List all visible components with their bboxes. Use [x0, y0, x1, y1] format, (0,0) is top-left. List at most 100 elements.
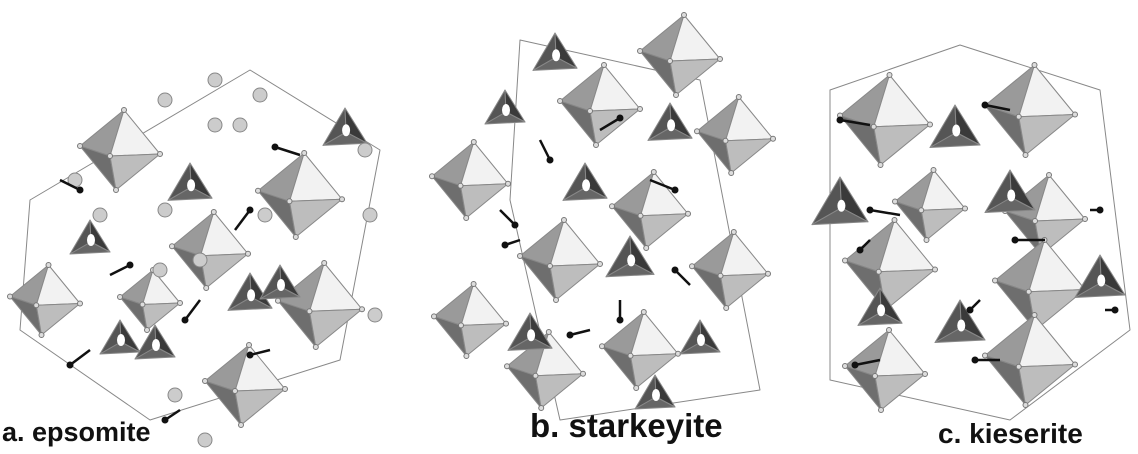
atom	[512, 222, 519, 229]
atom	[686, 211, 691, 216]
page: a. epsomite b. starkeyite c. kieserite (…	[0, 0, 1138, 454]
panel-label: c. kieserite	[938, 418, 1083, 449]
atom	[1026, 289, 1031, 294]
atom	[1083, 217, 1088, 222]
atom	[923, 372, 928, 377]
atom	[158, 93, 172, 107]
atom	[546, 330, 551, 335]
atom	[208, 73, 222, 87]
atom	[505, 364, 510, 369]
atom	[723, 138, 728, 143]
atom	[837, 200, 845, 212]
atom	[247, 343, 252, 348]
octahedron-face	[726, 139, 774, 173]
atom	[1047, 173, 1052, 178]
atom	[247, 289, 255, 301]
octahedron-face	[201, 254, 249, 288]
atom	[617, 115, 624, 122]
atom	[360, 307, 365, 312]
atom	[957, 320, 965, 332]
atom	[651, 170, 656, 175]
atom	[857, 247, 864, 254]
bond	[870, 210, 900, 215]
bond	[235, 210, 250, 230]
atom	[247, 352, 254, 359]
atom	[1016, 114, 1021, 119]
atom	[145, 328, 150, 333]
atom	[1032, 313, 1037, 318]
atom	[731, 230, 736, 235]
atom	[697, 334, 705, 346]
atom	[287, 199, 292, 204]
atom	[1033, 219, 1038, 224]
atom	[276, 298, 281, 303]
octahedron-face	[143, 303, 181, 330]
atom	[233, 389, 238, 394]
atom	[198, 433, 212, 447]
atom	[766, 271, 771, 276]
atom	[983, 353, 988, 358]
panel-label: a. epsomite	[2, 417, 151, 447]
atom	[363, 208, 377, 222]
atom	[256, 188, 261, 193]
atom	[430, 174, 435, 179]
atom	[77, 187, 84, 194]
atom	[170, 244, 175, 249]
atom	[667, 119, 675, 131]
atom	[582, 179, 590, 191]
atom	[878, 163, 883, 168]
atom	[993, 278, 998, 283]
atom	[277, 279, 285, 291]
atom	[644, 246, 649, 251]
octahedron-face	[461, 184, 509, 218]
atom	[358, 143, 372, 157]
atom	[283, 387, 288, 392]
atom	[588, 109, 593, 114]
atom	[506, 181, 511, 186]
atom	[724, 306, 729, 311]
octahedron-face	[874, 125, 930, 166]
octahedron-face	[310, 309, 363, 347]
atom	[87, 234, 95, 246]
atom	[871, 124, 876, 129]
atom	[302, 151, 307, 156]
atom	[843, 258, 848, 263]
atom	[638, 49, 643, 54]
atom	[600, 344, 605, 349]
atom	[1016, 364, 1021, 369]
atom	[1032, 63, 1037, 68]
atom	[193, 253, 207, 267]
atom	[78, 301, 83, 306]
octahedron-face	[875, 374, 925, 410]
atom	[208, 118, 222, 132]
atom	[340, 197, 345, 202]
atom	[641, 310, 646, 315]
atom	[211, 210, 216, 215]
atom	[471, 282, 476, 287]
atom	[972, 357, 979, 364]
atom	[122, 108, 127, 113]
atom	[672, 267, 679, 274]
atom	[153, 263, 167, 277]
atom	[246, 251, 251, 256]
atom	[78, 144, 83, 149]
atom	[843, 364, 848, 369]
octahedron-face	[641, 214, 689, 248]
atom	[672, 187, 679, 194]
atom	[118, 295, 123, 300]
octahedron-face	[1019, 365, 1075, 406]
octahedron-face	[670, 59, 720, 95]
atom	[982, 102, 989, 109]
atom	[967, 307, 974, 314]
atom	[598, 262, 603, 267]
atom	[471, 140, 476, 145]
atom	[464, 354, 469, 359]
octahedron-face	[110, 154, 160, 190]
atom	[852, 362, 859, 369]
bond	[70, 350, 90, 365]
atom	[187, 179, 195, 191]
atom	[533, 373, 538, 378]
atom	[558, 99, 563, 104]
atom	[924, 238, 929, 243]
atom	[158, 152, 163, 157]
